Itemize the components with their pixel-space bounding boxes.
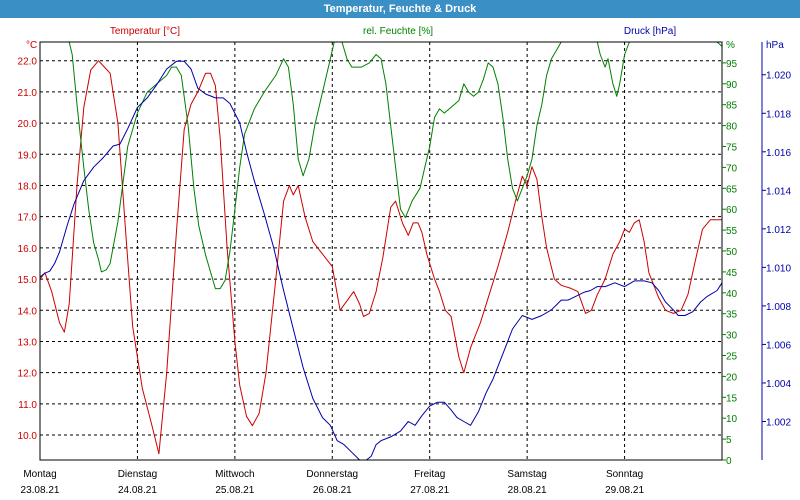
day-date-label: 26.08.21 [313, 485, 352, 496]
day-date-label: 23.08.21 [21, 485, 60, 496]
day-date-label: 29.08.21 [605, 485, 644, 496]
chart-background [0, 18, 800, 500]
pressure-tick-label: 1.004 [766, 379, 791, 390]
humidity-tick-label: 60 [726, 205, 738, 216]
temperature-axis-title: Temperatur [°C] [110, 26, 180, 37]
humidity-tick-label: 90 [726, 80, 738, 91]
humidity-tick-label: 25 [726, 352, 738, 363]
temperature-tick-label: 19.0 [18, 150, 38, 161]
temperature-tick-label: 10.0 [18, 431, 38, 442]
humidity-tick-label: 75 [726, 143, 738, 154]
humidity-tick-label: 85 [726, 101, 738, 112]
day-date-label: 27.08.21 [410, 485, 449, 496]
pressure-tick-label: 1.006 [766, 340, 791, 351]
pressure-tick-label: 1.010 [766, 263, 791, 274]
humidity-axis-title: rel. Feuchte [%] [363, 26, 433, 37]
pressure-axis-title: Druck [hPa] [624, 26, 676, 37]
axis-ticks: Montag 23.08.21 Dienstag 24.08.21 Mittwoch 25… [18, 57, 792, 496]
humidity-tick-label: 65 [726, 184, 738, 195]
temperature-tick-label: 17.0 [18, 213, 38, 224]
temperature-tick-label: 21.0 [18, 88, 38, 99]
humidity-tick-label: 5 [726, 435, 732, 446]
day-weekday-label: Donnerstag [306, 469, 358, 480]
pressure-tick-label: 1.012 [766, 225, 791, 236]
pressure-tick-label: 1.020 [766, 71, 791, 82]
pressure-tick-label: 1.016 [766, 148, 791, 159]
day-date-label: 25.08.21 [215, 485, 254, 496]
day-weekday-label: Freitag [414, 469, 445, 480]
humidity-tick-label: 40 [726, 289, 738, 300]
chart-title: Temperatur, Feuchte & Druck [0, 0, 800, 18]
day-date-label: 24.08.21 [118, 485, 157, 496]
series-line-pressure [39, 60, 723, 461]
pressure-unit-label: hPa [766, 40, 784, 51]
temperature-tick-label: 20.0 [18, 119, 38, 130]
humidity-tick-label: 80 [726, 122, 738, 133]
humidity-tick-label: 95 [726, 59, 738, 70]
pressure-tick-label: 1.002 [766, 417, 791, 428]
temperature-tick-label: 11.0 [18, 400, 37, 411]
day-date-label: 28.08.21 [508, 485, 547, 496]
day-weekday-label: Samstag [507, 469, 546, 480]
day-weekday-label: Montag [23, 469, 56, 480]
day-weekday-label: Dienstag [118, 469, 157, 480]
humidity-tick-label: 30 [726, 331, 738, 342]
humidity-tick-label: 70 [726, 163, 738, 174]
temperature-tick-label: 16.0 [18, 244, 38, 255]
pressure-tick-label: 1.008 [766, 302, 791, 313]
pressure-tick-label: 1.018 [766, 109, 791, 120]
pressure-tick-label: 1.014 [766, 186, 791, 197]
temperature-tick-label: 15.0 [18, 275, 38, 286]
grid [40, 42, 722, 460]
humidity-unit-label: % [726, 40, 735, 51]
temperature-unit-label: °C [26, 40, 37, 51]
day-weekday-label: Sonntag [606, 469, 643, 480]
series-line-temperature [39, 60, 723, 455]
temperature-tick-label: 18.0 [18, 181, 38, 192]
temperature-tick-label: 14.0 [18, 306, 38, 317]
humidity-tick-label: 10 [726, 414, 738, 425]
humidity-tick-label: 35 [726, 310, 738, 321]
humidity-tick-label: 50 [726, 247, 738, 258]
humidity-tick-label: 15 [726, 393, 738, 404]
humidity-tick-label: 0 [726, 456, 732, 467]
humidity-tick-label: 20 [726, 372, 738, 383]
day-weekday-label: Mittwoch [215, 469, 254, 480]
temperature-tick-label: 12.0 [18, 369, 38, 380]
humidity-tick-label: 45 [726, 268, 738, 279]
temperature-tick-label: 22.0 [18, 57, 38, 68]
temperature-tick-label: 13.0 [18, 337, 38, 348]
humidity-tick-label: 55 [726, 226, 738, 237]
